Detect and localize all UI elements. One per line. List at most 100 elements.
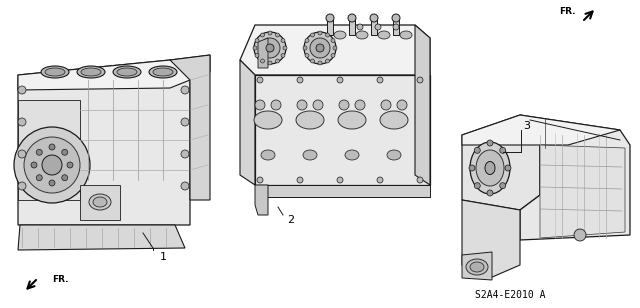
Circle shape [266,44,274,52]
Polygon shape [349,18,355,35]
Ellipse shape [77,66,105,78]
Polygon shape [80,185,120,220]
Polygon shape [540,145,625,238]
Circle shape [260,33,264,37]
Text: S2A4-E2010 A: S2A4-E2010 A [475,290,545,300]
Ellipse shape [89,194,111,210]
Circle shape [313,100,323,110]
Circle shape [333,46,337,50]
Circle shape [331,38,335,43]
Circle shape [275,33,280,37]
Circle shape [310,59,314,63]
Circle shape [310,33,314,37]
Circle shape [357,24,363,30]
Ellipse shape [81,68,101,76]
Circle shape [337,177,343,183]
Circle shape [281,38,285,43]
Text: FR.: FR. [52,275,68,284]
Circle shape [370,14,378,22]
Circle shape [505,165,511,171]
Ellipse shape [466,259,488,275]
Circle shape [24,137,80,193]
Circle shape [49,144,55,150]
Polygon shape [462,115,620,145]
Circle shape [271,100,281,110]
Polygon shape [18,100,80,200]
Circle shape [310,38,330,58]
Circle shape [283,46,287,50]
Circle shape [181,182,189,190]
Circle shape [31,162,37,168]
Circle shape [326,14,334,22]
Polygon shape [255,185,268,215]
Ellipse shape [113,66,141,78]
Circle shape [281,54,285,58]
Polygon shape [240,60,255,185]
Circle shape [61,149,68,155]
Circle shape [181,118,189,126]
Ellipse shape [93,197,107,207]
Polygon shape [415,25,430,185]
Ellipse shape [400,31,412,39]
Circle shape [297,177,303,183]
Ellipse shape [261,150,275,160]
Circle shape [36,175,42,181]
Ellipse shape [303,150,317,160]
Ellipse shape [345,150,359,160]
Circle shape [260,38,280,58]
Circle shape [275,59,280,63]
Circle shape [377,77,383,83]
Circle shape [331,54,335,58]
Circle shape [305,38,309,43]
Polygon shape [18,55,210,90]
Circle shape [42,155,62,175]
Polygon shape [520,115,630,240]
Ellipse shape [338,111,366,129]
Circle shape [255,54,259,58]
Ellipse shape [470,262,484,272]
Text: FR.: FR. [559,7,576,17]
Circle shape [260,59,264,63]
Circle shape [381,100,391,110]
Circle shape [18,150,26,158]
Circle shape [474,147,480,153]
Polygon shape [18,225,185,250]
Circle shape [377,177,383,183]
Circle shape [61,175,68,181]
Ellipse shape [476,150,504,186]
Polygon shape [240,25,430,75]
Circle shape [339,100,349,110]
Ellipse shape [485,161,495,175]
Circle shape [469,165,475,171]
Text: 2: 2 [287,215,294,225]
Circle shape [18,182,26,190]
Polygon shape [462,115,540,210]
Circle shape [487,190,493,196]
Circle shape [67,162,73,168]
Circle shape [297,100,307,110]
Ellipse shape [41,66,69,78]
Circle shape [268,31,272,35]
Ellipse shape [378,31,390,39]
Circle shape [348,14,356,22]
Circle shape [303,46,307,50]
Ellipse shape [380,111,408,129]
Circle shape [255,100,265,110]
Circle shape [14,127,90,203]
Polygon shape [255,185,430,197]
Polygon shape [18,60,190,225]
Ellipse shape [334,31,346,39]
Ellipse shape [470,142,510,194]
Text: 3: 3 [523,121,530,131]
Circle shape [257,177,263,183]
Ellipse shape [153,68,173,76]
Circle shape [305,54,309,58]
Circle shape [318,61,322,65]
Ellipse shape [254,111,282,129]
Circle shape [18,86,26,94]
Polygon shape [170,55,210,200]
Circle shape [255,38,259,43]
Circle shape [574,229,586,241]
Circle shape [254,32,286,64]
Polygon shape [462,252,492,280]
